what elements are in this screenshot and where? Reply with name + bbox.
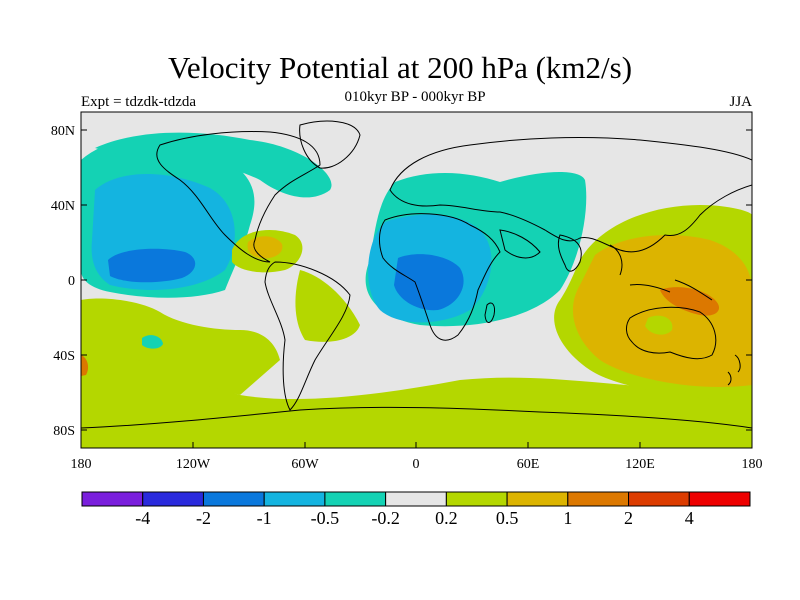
- colorbar-label: 1: [563, 508, 572, 528]
- lon-tick-label: 120E: [625, 457, 655, 472]
- colorbar-labels: -4 -2 -1 -0.5 -0.2 0.2 0.5 1 2 4: [135, 508, 694, 528]
- colorbar-label: 0.2: [435, 508, 458, 528]
- colorbar-label: -0.5: [311, 508, 340, 528]
- colorbar: [81, 491, 751, 507]
- lat-tick-label: 80N: [51, 124, 75, 139]
- contour-south-tail: [81, 298, 280, 395]
- lon-tick-label: 60W: [291, 457, 319, 472]
- contour-south-band: [81, 300, 752, 448]
- contour-pacific-neg1: [108, 248, 196, 283]
- coast-australia: [626, 306, 717, 360]
- colorbar-swatch: [81, 491, 144, 507]
- colorbar-swatch: [445, 491, 508, 507]
- coast-madagascar: [484, 302, 495, 323]
- lon-tick-label: 180: [71, 457, 92, 472]
- contour-australia-pos05-inner: [645, 315, 673, 335]
- coast-eurasia: [389, 137, 752, 253]
- experiment-label: Expt = tdzdk-tdzda: [81, 94, 197, 110]
- colorbar-swatch: [385, 491, 447, 507]
- colorbar-swatch: [688, 491, 751, 507]
- lat-tick-label: 40N: [51, 199, 75, 214]
- lon-tick-label: 180: [742, 457, 763, 472]
- colorbar-label: 0.5: [496, 508, 519, 528]
- lon-tick-label: 120W: [176, 457, 211, 472]
- contour-caribbean-pos1: [247, 236, 283, 259]
- colorbar-swatch: [628, 491, 690, 507]
- coast-new-zealand: [727, 354, 741, 386]
- coast-india: [557, 234, 582, 272]
- contour-fills: [81, 132, 752, 448]
- colorbar-label: -0.2: [371, 508, 400, 528]
- coast-antarctica: [81, 406, 752, 429]
- contour-small-patch: [142, 335, 163, 349]
- coast-se-asia: [609, 244, 713, 301]
- season-label: JJA: [729, 94, 752, 110]
- colorbar-swatch: [142, 491, 204, 507]
- coast-arabia: [499, 229, 541, 259]
- coastlines: [81, 120, 752, 429]
- contour-west-edge: [81, 355, 89, 376]
- lon-tick-label: 60E: [517, 457, 540, 472]
- colorbar-label: 2: [624, 508, 633, 528]
- colorbar-label: -1: [257, 508, 272, 528]
- colorbar-swatch: [202, 491, 265, 507]
- contour-satlantic-pos05: [295, 270, 360, 342]
- contour-indopacific-pos1: [572, 235, 752, 388]
- lat-tick-label: 40S: [53, 349, 75, 364]
- map-subtitle: 010kyr BP - 000kyr BP: [344, 89, 486, 105]
- colorbar-label: 4: [685, 508, 694, 528]
- contour-north-band: [95, 132, 332, 198]
- colorbar-label: -2: [196, 508, 211, 528]
- lat-tick-label: 80S: [53, 424, 75, 439]
- coast-africa: [379, 213, 501, 341]
- contour-africa-neg1: [394, 254, 464, 311]
- colorbar-label: -4: [135, 508, 150, 528]
- coast-south-america: [264, 261, 351, 411]
- lon-tick-label: 0: [413, 457, 420, 472]
- coast-greenland: [299, 120, 361, 169]
- lat-tick-marks: [81, 129, 752, 431]
- colorbar-swatch: [567, 491, 630, 507]
- lon-tick-marks: [80, 442, 753, 448]
- lat-tick-label: 0: [68, 274, 75, 289]
- map-title: Velocity Potential at 200 hPa (km2/s): [167, 50, 633, 85]
- colorbar-swatch: [263, 491, 326, 507]
- colorbar-swatch: [506, 491, 569, 507]
- coast-north-america: [156, 131, 321, 263]
- colorbar-swatch: [324, 491, 387, 507]
